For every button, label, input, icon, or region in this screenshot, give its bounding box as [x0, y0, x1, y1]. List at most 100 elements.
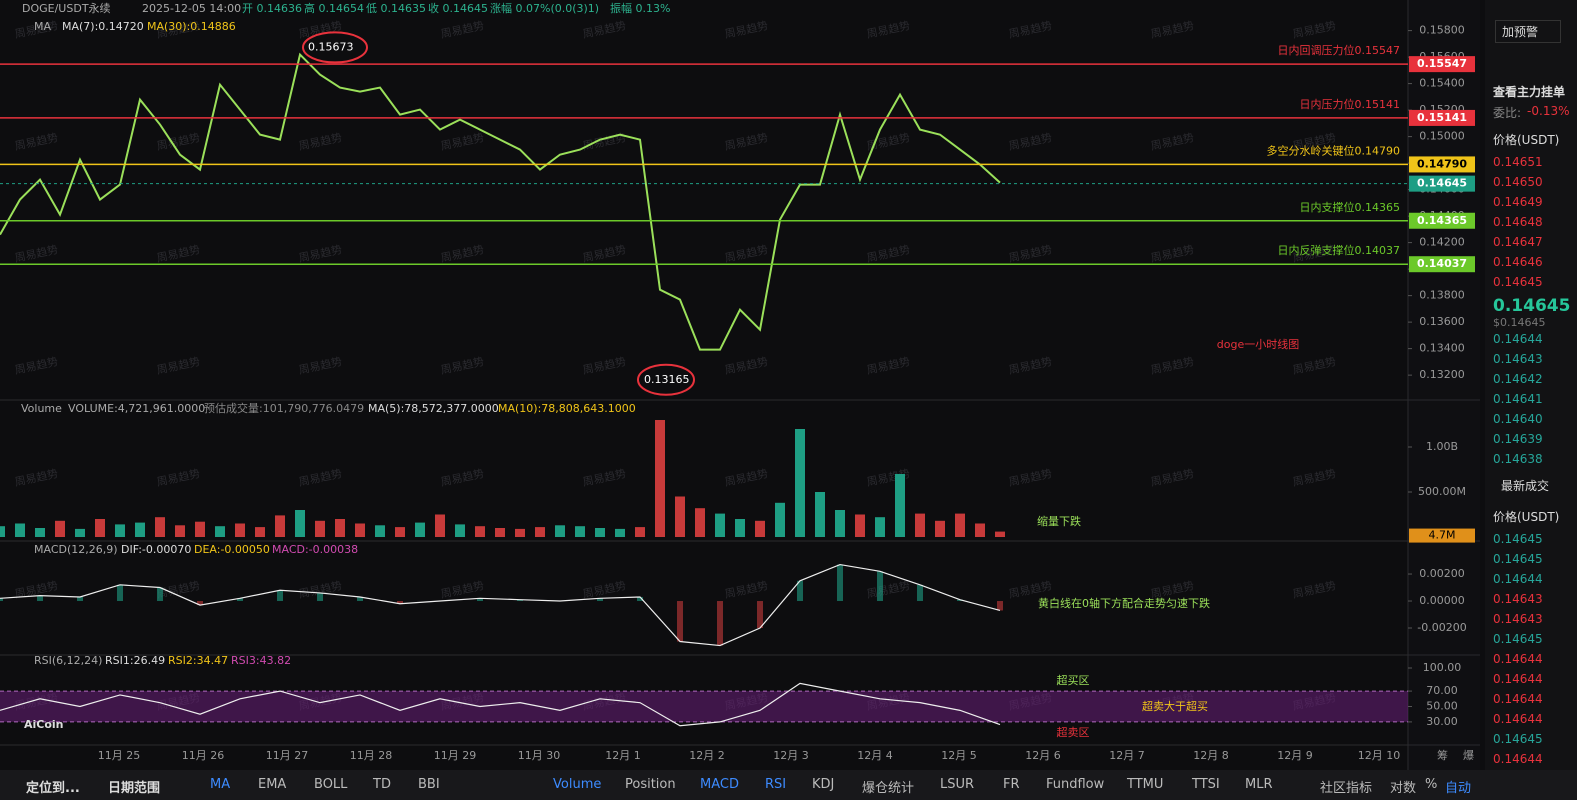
- trade-price: 0.14645: [1493, 732, 1543, 746]
- info-item: DOGE/USDT永续: [22, 1, 111, 15]
- volume-bar: [995, 531, 1005, 537]
- toolbar-item[interactable]: 日期范围: [108, 781, 161, 796]
- level-tag-label: 0.15141: [1417, 111, 1467, 124]
- volume-bar: [235, 523, 245, 537]
- toolbar-item[interactable]: TTSI: [1192, 777, 1220, 792]
- x-tick-label: 11月 25: [98, 749, 141, 762]
- trade-price: 0.14644: [1493, 652, 1543, 666]
- ask-price: 0.14646: [1493, 255, 1543, 269]
- volume-bar: [135, 522, 145, 537]
- toolbar-item[interactable]: 社区指标: [1320, 781, 1373, 796]
- rsi-line: [0, 682, 1001, 727]
- y-tick-label: 30.00: [1426, 715, 1458, 728]
- watermark: 周易趋势: [440, 355, 486, 377]
- logo: AiCoin: [24, 718, 64, 731]
- legend-item: MA(30):0.14886: [147, 20, 236, 33]
- watermark: 周易趋势: [440, 19, 486, 41]
- toolbar-item[interactable]: Fundflow: [1046, 777, 1105, 792]
- level-note: 日内反弹支撑位0.14037: [1278, 243, 1401, 257]
- watermark: 周易趋势: [1008, 19, 1054, 41]
- y-tick-label: 50.00: [1426, 700, 1458, 713]
- toolbar-item[interactable]: KDJ: [812, 777, 835, 792]
- toolbar-item[interactable]: Volume: [553, 777, 602, 792]
- y-tick-label: 0.13200: [1419, 368, 1465, 381]
- high-circle: [302, 31, 368, 64]
- toolbar-item[interactable]: EMA: [258, 777, 287, 792]
- toolbar-item[interactable]: Position: [625, 777, 676, 792]
- macd-bar: [117, 584, 123, 602]
- y-tick-label: 0.13400: [1419, 342, 1465, 355]
- toolbar-item[interactable]: FR: [1003, 777, 1020, 792]
- volume-bar: [395, 527, 405, 537]
- legend-item: MA: [34, 20, 51, 33]
- macd-bar: [37, 595, 43, 602]
- toolbar-item[interactable]: 爆仓统计: [862, 781, 915, 796]
- macd-bar: [0, 598, 3, 602]
- watermark: 周易趋势: [582, 243, 628, 265]
- trade-price: 0.14644: [1493, 672, 1543, 686]
- ask-price: 0.14649: [1493, 195, 1543, 209]
- toolbar-item[interactable]: BOLL: [314, 777, 348, 792]
- bid-price: 0.14640: [1493, 412, 1543, 426]
- toolbar-item[interactable]: 自动: [1445, 781, 1472, 796]
- y-tick-label: 500.00M: [1418, 485, 1466, 498]
- toolbar-item[interactable]: %: [1425, 777, 1438, 792]
- volume-tag: [1409, 528, 1475, 543]
- volume-bar: [335, 519, 345, 537]
- legend-item: RSI2:34.47: [168, 654, 228, 667]
- x-tick-label: 12月 6: [1025, 749, 1061, 762]
- toolbar-item[interactable]: TTMU: [1127, 777, 1164, 792]
- y-tick-label: 0.13800: [1419, 289, 1465, 302]
- level-note: 日内回调压力位0.15547: [1278, 43, 1401, 57]
- legend-item: DEA:-0.00050: [194, 543, 270, 556]
- toolbar-item[interactable]: MLR: [1245, 777, 1273, 792]
- toolbar-item[interactable]: LSUR: [940, 777, 975, 792]
- volume-bar: [415, 522, 425, 537]
- toolbar-item[interactable]: TD: [373, 777, 391, 792]
- x-tick-label: 11月 28: [350, 749, 393, 762]
- x-tick-label: 12月 8: [1193, 749, 1229, 762]
- legend-item: DIF:-0.00070: [121, 543, 191, 556]
- macd-bar: [237, 598, 243, 602]
- order-book: 加预警 查看主力挂单 委比: -0.13% 价格(USDT) 0.14651 0.14650…: [1485, 0, 1577, 770]
- watermark: 周易趋势: [1008, 467, 1054, 489]
- toolbar-item[interactable]: MA: [210, 777, 231, 792]
- y-tick-label: 0.14200: [1419, 236, 1465, 249]
- toolbar-item[interactable]: RSI: [765, 777, 787, 792]
- toolbar-item[interactable]: BBI: [418, 777, 440, 792]
- macd-bar: [157, 587, 163, 602]
- bid-price: 0.14643: [1493, 352, 1543, 366]
- volume-bar: [435, 514, 445, 537]
- toolbar-item[interactable]: 定位到...: [26, 781, 80, 796]
- y-tick-label: 0.15800: [1419, 24, 1465, 37]
- bid-price: 0.14639: [1493, 432, 1543, 446]
- macd-bar: [757, 601, 763, 629]
- volume-bar: [615, 528, 625, 537]
- watermark: 周易趋势: [440, 579, 486, 601]
- x-tick-label: 12月 9: [1277, 749, 1313, 762]
- volume-bar: [835, 510, 845, 537]
- macd-bar: [197, 601, 203, 606]
- watermark: 周易趋势: [1150, 243, 1196, 265]
- toolbar-item[interactable]: 对数: [1390, 781, 1417, 796]
- x-tick-label: 12月 5: [941, 749, 977, 762]
- macd-bar: [357, 596, 363, 602]
- watermark: 周易趋势: [866, 19, 912, 41]
- toolbar-item[interactable]: MACD: [700, 777, 739, 792]
- watermark: 周易趋势: [156, 131, 202, 153]
- watermark: 周易趋势: [866, 579, 912, 601]
- level-tag: [1409, 256, 1475, 273]
- volume-tag-label: 4.7M: [1429, 529, 1456, 542]
- macd-bar: [677, 601, 683, 642]
- watermark: 周易趋势: [582, 467, 628, 489]
- y-tick-label: 100.00: [1423, 661, 1462, 674]
- macd-bar: [917, 584, 923, 602]
- alert-button[interactable]: 加预警: [1495, 20, 1561, 43]
- macd-bar: [997, 601, 1003, 611]
- trade-price: 0.14644: [1493, 752, 1543, 766]
- volume-bar: [535, 527, 545, 537]
- legend-item: RSI1:26.49: [105, 654, 165, 667]
- watermark: 周易趋势: [1292, 579, 1338, 601]
- level-note: 日内压力位0.15141: [1300, 97, 1401, 111]
- rsi-note: 超买区: [1057, 673, 1090, 687]
